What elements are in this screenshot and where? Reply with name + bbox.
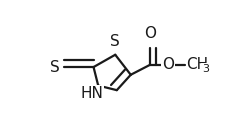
- Text: S: S: [50, 60, 60, 75]
- Text: HN: HN: [81, 86, 103, 101]
- Text: S: S: [110, 34, 120, 49]
- Text: O: O: [144, 26, 156, 41]
- Text: O: O: [162, 57, 174, 72]
- Text: 3: 3: [202, 64, 209, 74]
- Text: CH: CH: [186, 57, 209, 72]
